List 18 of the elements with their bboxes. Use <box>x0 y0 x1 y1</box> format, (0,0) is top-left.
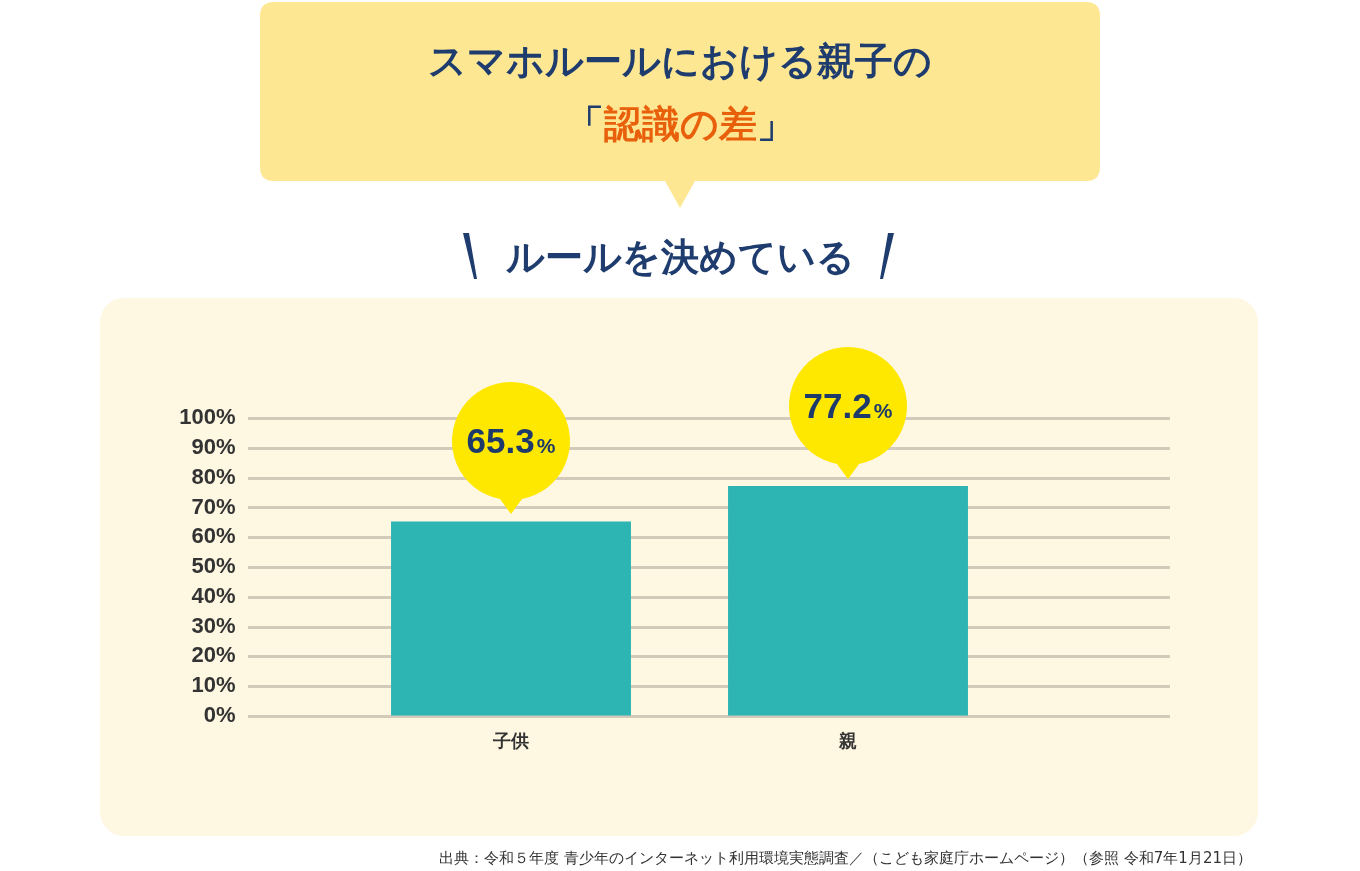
chart-title: スマホルールにおける親子の「認識の差」 <box>427 38 933 148</box>
y-tick-label: 80% <box>191 463 236 489</box>
data-label: 65.3% <box>466 421 556 461</box>
x-tick-label: 子供 <box>492 730 529 752</box>
y-tick-label: 0% <box>203 701 236 727</box>
y-tick-label: 100% <box>179 404 236 430</box>
y-tick-label: 70% <box>191 493 236 519</box>
y-tick-label: 30% <box>191 612 236 638</box>
y-tick-label: 20% <box>191 642 236 668</box>
chart-subtitle: ルールを決めている <box>504 234 856 281</box>
y-tick-label: 10% <box>191 672 236 698</box>
source-note: 出典：令和５年度 青少年のインターネット利用環境実態調査／（こども家庭庁ホームページ）（参照 令和7年1月21日） <box>439 848 1252 869</box>
y-tick-label: 90% <box>191 434 236 460</box>
y-tick-label: 60% <box>191 523 236 549</box>
y-tick-label: 40% <box>191 582 236 608</box>
data-label: 77.2% <box>803 386 893 426</box>
y-tick-label: 50% <box>191 553 236 579</box>
x-tick-label: 親 <box>838 730 857 752</box>
